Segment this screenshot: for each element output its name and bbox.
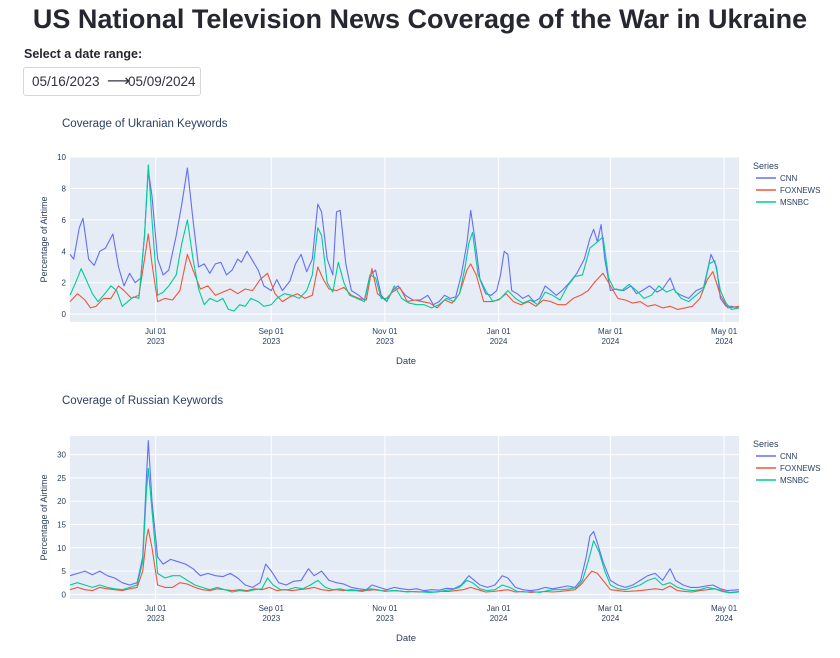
x-tick-label: Jan 01 bbox=[487, 604, 512, 613]
x-tick-year-label: 2024 bbox=[602, 614, 620, 623]
chart-title: Coverage of Russian Keywords bbox=[62, 395, 223, 407]
x-tick-year-label: 2024 bbox=[715, 614, 733, 623]
x-tick-label: Sep 01 bbox=[259, 604, 285, 613]
y-tick-label: 5 bbox=[62, 567, 67, 576]
x-tick-year-label: 2023 bbox=[262, 614, 280, 623]
chart-title: Coverage of Ukranian Keywords bbox=[62, 118, 228, 130]
x-tick-label: May 01 bbox=[711, 327, 738, 336]
series-line-foxnews bbox=[69, 233, 740, 310]
legend-entry: MSNBC bbox=[780, 198, 809, 207]
x-tick-year-label: 2023 bbox=[262, 337, 280, 346]
y-axis-title: Percentage of Airtime bbox=[39, 474, 49, 560]
y-tick-label: 0 bbox=[62, 590, 67, 599]
y-tick-label: 25 bbox=[57, 474, 66, 483]
x-tick-label: Mar 01 bbox=[598, 604, 623, 613]
y-axis-title: Percentage of Airtime bbox=[39, 196, 49, 282]
y-tick-label: 4 bbox=[62, 247, 67, 256]
x-axis-title: Date bbox=[396, 356, 416, 365]
start-date-value[interactable]: 05/16/2023 bbox=[32, 74, 100, 89]
x-tick-label: Sep 01 bbox=[259, 327, 285, 336]
legend-entry: FOXNEWS bbox=[780, 186, 820, 195]
x-tick-year-label: 2023 bbox=[376, 614, 394, 623]
y-tick-label: 6 bbox=[62, 216, 67, 225]
x-tick-label: Mar 01 bbox=[598, 327, 623, 336]
x-tick-year-label: 2024 bbox=[602, 337, 620, 346]
y-tick-label: 10 bbox=[57, 153, 66, 162]
series-line-cnn bbox=[69, 440, 740, 592]
series-line-msnbc bbox=[69, 468, 740, 594]
legend-entry: MSNBC bbox=[780, 476, 809, 485]
y-tick-label: 30 bbox=[57, 451, 66, 460]
x-tick-year-label: 2024 bbox=[490, 614, 508, 623]
legend-entry: FOXNEWS bbox=[780, 464, 820, 473]
x-tick-label: Jul 01 bbox=[145, 327, 167, 336]
x-tick-year-label: 2023 bbox=[147, 614, 165, 623]
x-tick-label: Jul 01 bbox=[145, 604, 167, 613]
y-tick-label: 20 bbox=[57, 497, 66, 506]
legend-title: Series bbox=[753, 439, 779, 449]
end-date-value[interactable]: 05/09/2024 bbox=[128, 74, 196, 89]
x-axis-title: Date bbox=[396, 633, 416, 644]
y-tick-label: 8 bbox=[62, 184, 67, 193]
y-tick-label: 10 bbox=[57, 544, 66, 553]
x-tick-label: May 01 bbox=[711, 604, 738, 613]
x-tick-label: Nov 01 bbox=[372, 327, 398, 336]
x-tick-year-label: 2024 bbox=[715, 337, 733, 346]
arrow-right-icon: ⟶ bbox=[107, 73, 130, 90]
legend-entry: CNN bbox=[780, 452, 798, 461]
x-tick-year-label: 2023 bbox=[147, 337, 165, 346]
plot-area bbox=[70, 436, 739, 599]
y-tick-label: 2 bbox=[62, 279, 67, 288]
x-tick-label: Jan 01 bbox=[487, 327, 512, 336]
series-line-msnbc bbox=[69, 164, 740, 312]
legend-title: Series bbox=[753, 161, 779, 171]
date-range-picker[interactable]: 05/16/2023 ⟶ 05/09/2024 bbox=[23, 67, 201, 96]
y-tick-label: 15 bbox=[57, 520, 66, 529]
legend-entry: CNN bbox=[780, 174, 798, 183]
y-tick-label: 0 bbox=[62, 310, 67, 319]
date-range-label: Select a date range: bbox=[24, 47, 143, 61]
page-title: US National Television News Coverage of … bbox=[32, 4, 808, 34]
x-tick-year-label: 2024 bbox=[490, 337, 508, 346]
x-tick-label: Nov 01 bbox=[372, 604, 398, 613]
x-tick-year-label: 2023 bbox=[376, 337, 394, 346]
